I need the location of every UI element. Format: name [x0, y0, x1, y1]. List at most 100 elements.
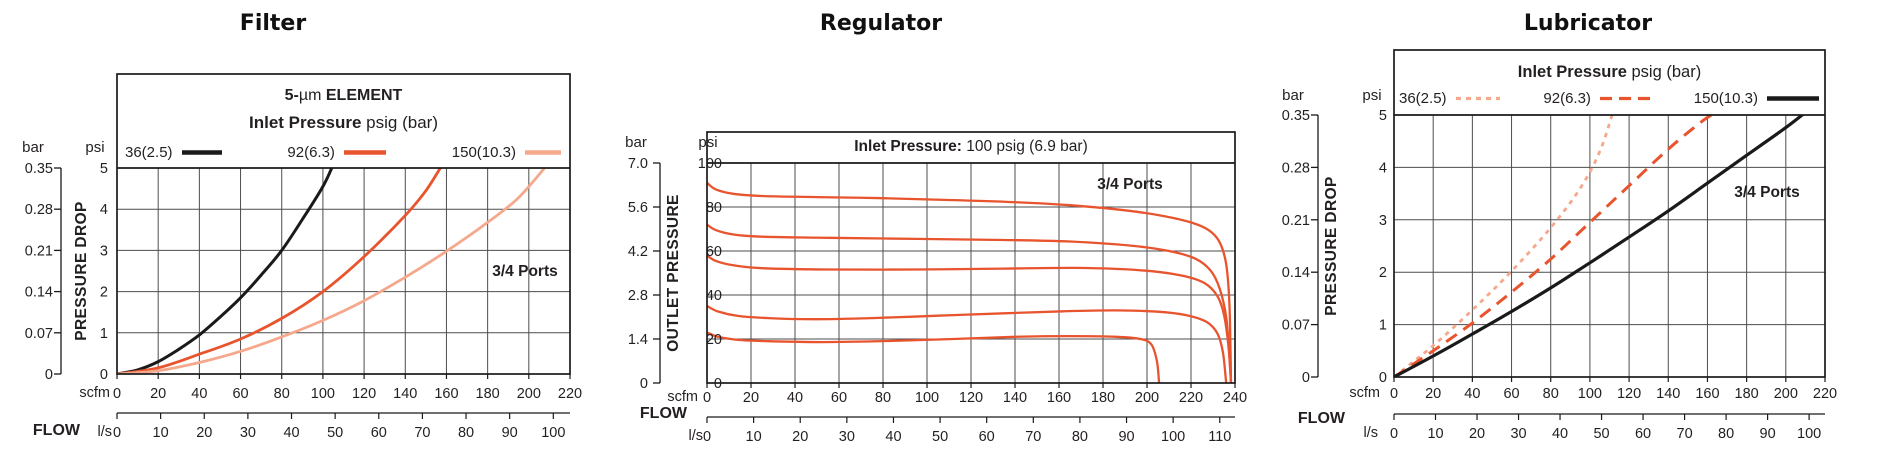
scfm-tick-label: 180	[1091, 390, 1115, 406]
ls-tick-label: 0	[1390, 426, 1398, 442]
bar-tick-label: 1.4	[628, 332, 648, 348]
ls-tick-label: 90	[1760, 426, 1776, 442]
lubricator-psi-header: psi	[1362, 87, 1382, 104]
psi-tick-label: 40	[706, 288, 722, 304]
legend-entry-label: 92(6.3)	[1543, 89, 1591, 107]
curves-group	[1394, 115, 1805, 377]
scfm-tick-label: 60	[831, 390, 847, 406]
regulator-ls-label: l/s	[688, 428, 704, 444]
filter-bar-header: bar	[22, 139, 44, 156]
micron-symbol: µm	[298, 87, 322, 104]
psi-tick-label: 5	[1379, 108, 1387, 124]
bar-tick-label: 0.07	[25, 326, 53, 342]
ls-tick-label: 80	[458, 425, 474, 441]
ls-tick-label: 110	[1208, 429, 1231, 445]
scfm-tick-label: 200	[517, 386, 541, 402]
legend-entry-36: 36(2.5)	[1399, 90, 1501, 107]
psi-tick-label: 4	[100, 202, 108, 218]
ls-tick-label: 0	[113, 425, 121, 441]
scfm-tick-label: 80	[274, 386, 290, 402]
data-curve	[117, 168, 547, 374]
scfm-tick-label: 200	[1135, 390, 1159, 406]
regulator-y-axis-label: OUTLET PRESSURE	[665, 194, 682, 352]
data-curve	[707, 223, 1233, 383]
ls-tick-label: 20	[792, 429, 808, 445]
data-curve	[707, 254, 1233, 383]
lubricator-flow-label: FLOW	[1297, 410, 1345, 427]
psi-tick-label: 1	[1379, 318, 1387, 334]
psi-tick-label: 100	[698, 156, 722, 172]
ls-tick-label: 100	[1797, 426, 1821, 442]
legend-entry-36: 36(2.5)	[125, 144, 223, 161]
inlet-pressure-label: Inlet Pressure	[1517, 63, 1627, 81]
ls-tick-label: 70	[414, 425, 430, 441]
psi-tick-label: 0	[1379, 370, 1387, 386]
regulator-psi-header: psi	[698, 134, 718, 151]
scfm-tick-label: 100	[1578, 386, 1602, 402]
scfm-tick-label: 100	[915, 390, 939, 406]
scfm-tick-label: 140	[1003, 390, 1027, 406]
scfm-tick-label: 0	[703, 390, 711, 406]
inlet-pressure-value: 100 psig (6.9 bar)	[961, 138, 1088, 155]
filter-legend-subtitle: Inlet Pressure psig (bar)	[117, 113, 570, 133]
legend-entry-92: 92(6.3)	[287, 144, 387, 161]
data-curve	[1394, 115, 1715, 377]
scfm-tick-label: 160	[1047, 390, 1071, 406]
scfm-tick-label: 60	[1503, 386, 1519, 402]
legend-swatch-line	[1455, 96, 1500, 100]
ls-tick-label: 50	[932, 429, 948, 445]
bar-tick-label: 0.28	[1282, 160, 1310, 176]
chart-title-regulator: Regulator	[819, 11, 943, 36]
ls-tick-label: 50	[327, 425, 343, 441]
filter-psi-header: psi	[85, 139, 105, 156]
legend-entry-label: 92(6.3)	[287, 143, 335, 161]
psi-tick-label: 3	[1379, 213, 1387, 229]
bar-tick-label: 0.07	[1282, 318, 1310, 334]
scfm-tick-label: 40	[787, 390, 803, 406]
ls-tick-label: 90	[502, 425, 518, 441]
ls-tick-label: 20	[196, 425, 212, 441]
scfm-tick-label: 80	[875, 390, 891, 406]
bar-tick-label: 5.6	[628, 200, 648, 216]
data-curve	[1394, 115, 1805, 377]
scfm-tick-label: 20	[150, 386, 166, 402]
curves-group	[117, 168, 547, 374]
legend-entry-label: 36(2.5)	[125, 143, 173, 161]
bar-tick-label: 0	[1302, 370, 1310, 386]
scfm-tick-label: 40	[1464, 386, 1480, 402]
scfm-tick-label: 160	[1695, 386, 1719, 402]
ls-tick-label: 40	[885, 429, 901, 445]
data-curve	[117, 168, 442, 374]
psi-tick-label: 0	[714, 376, 722, 392]
ls-tick-label: 0	[703, 429, 711, 445]
psi-tick-label: 0	[100, 367, 108, 383]
scfm-tick-label: 120	[959, 390, 983, 406]
ls-tick-label: 30	[839, 429, 855, 445]
scfm-tick-label: 40	[191, 386, 207, 402]
filter-flow-label: FLOW	[32, 422, 80, 439]
bar-tick-label: 0.21	[1282, 213, 1310, 229]
scfm-tick-label: 140	[393, 386, 417, 402]
regulator-scfm-label: scfm	[667, 389, 698, 405]
scfm-tick-label: 180	[476, 386, 500, 402]
scfm-tick-label: 120	[1617, 386, 1641, 402]
curves-group	[707, 181, 1233, 383]
ls-tick-label: 10	[153, 425, 169, 441]
ls-tick-label: 90	[1118, 429, 1134, 445]
legend-swatch-line	[181, 149, 222, 155]
data-curve	[707, 304, 1228, 383]
ls-tick-label: 30	[1510, 426, 1526, 442]
regulator-flow-label: FLOW	[639, 405, 687, 422]
ls-tick-label: 60	[979, 429, 995, 445]
chart-title-lubricator: Lubricator	[1523, 11, 1653, 36]
chart-frame	[116, 73, 571, 375]
lubricator-scfm-label: scfm	[1349, 385, 1380, 401]
lubricator-legend-entries: 36(2.5) 92(6.3) 150(10.3)	[1394, 87, 1825, 109]
ls-tick-label: 80	[1718, 426, 1734, 442]
lubricator-ls-label: l/s	[1363, 425, 1379, 441]
inlet-pressure-label: Inlet Pressure	[249, 113, 362, 132]
scfm-tick-label: 0	[1390, 386, 1398, 402]
